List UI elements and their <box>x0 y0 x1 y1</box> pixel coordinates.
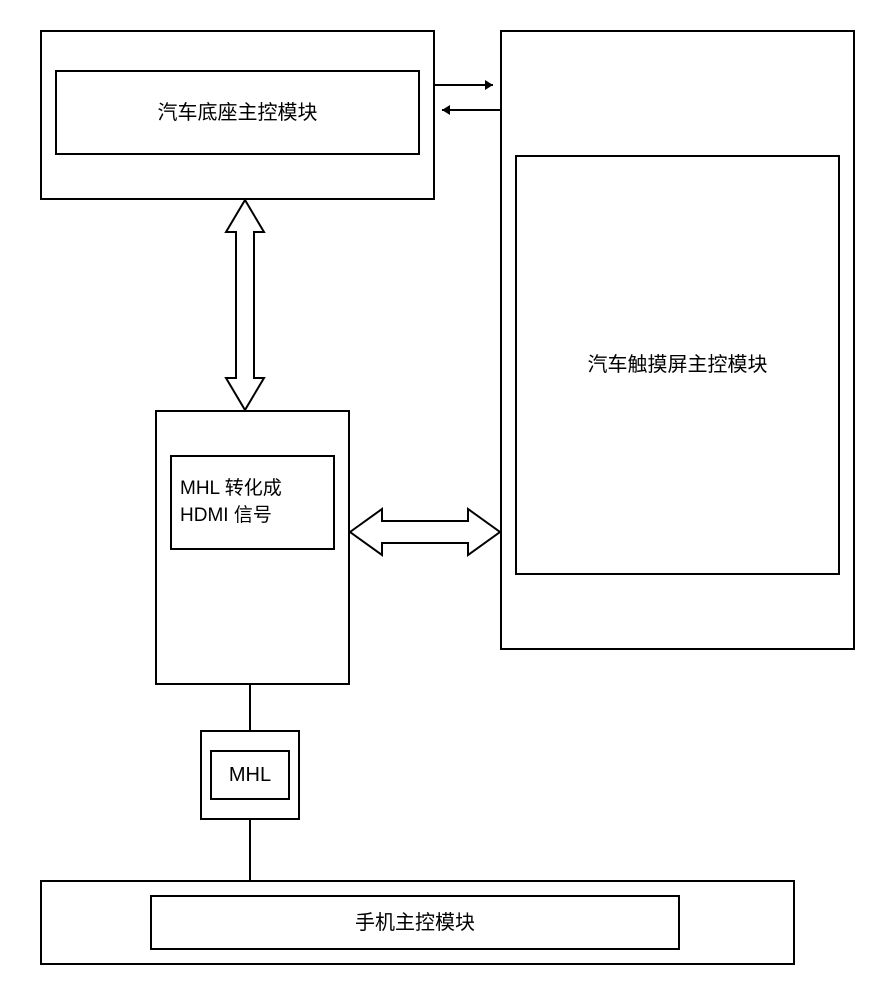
edge-horizontal-double-arrow <box>350 505 500 560</box>
edge-middle-to-mhl <box>248 685 252 730</box>
node-converter-inner: MHL 转化成HDMI 信号 <box>170 455 335 550</box>
node-phone-inner: 手机主控模块 <box>150 895 680 950</box>
node-mhl-inner: MHL <box>210 750 290 800</box>
edge-mhl-to-bottom <box>248 820 252 880</box>
label-converter: MHL 转化成HDMI 信号 <box>180 476 325 529</box>
label-phone: 手机主控模块 <box>355 909 475 937</box>
label-touchscreen: 汽车触摸屏主控模块 <box>588 351 768 379</box>
label-base-control: 汽车底座主控模块 <box>158 99 318 127</box>
label-mhl: MHL <box>229 761 271 789</box>
edge-vertical-double-arrow <box>220 200 270 410</box>
node-touchscreen-inner: 汽车触摸屏主控模块 <box>515 155 840 575</box>
edge-top-bidir <box>435 75 500 125</box>
diagram-container: 汽车底座主控模块 汽车触摸屏主控模块 MHL 转化成HDMI 信号 MHL 手机… <box>0 0 890 1000</box>
node-base-control-inner: 汽车底座主控模块 <box>55 70 420 155</box>
